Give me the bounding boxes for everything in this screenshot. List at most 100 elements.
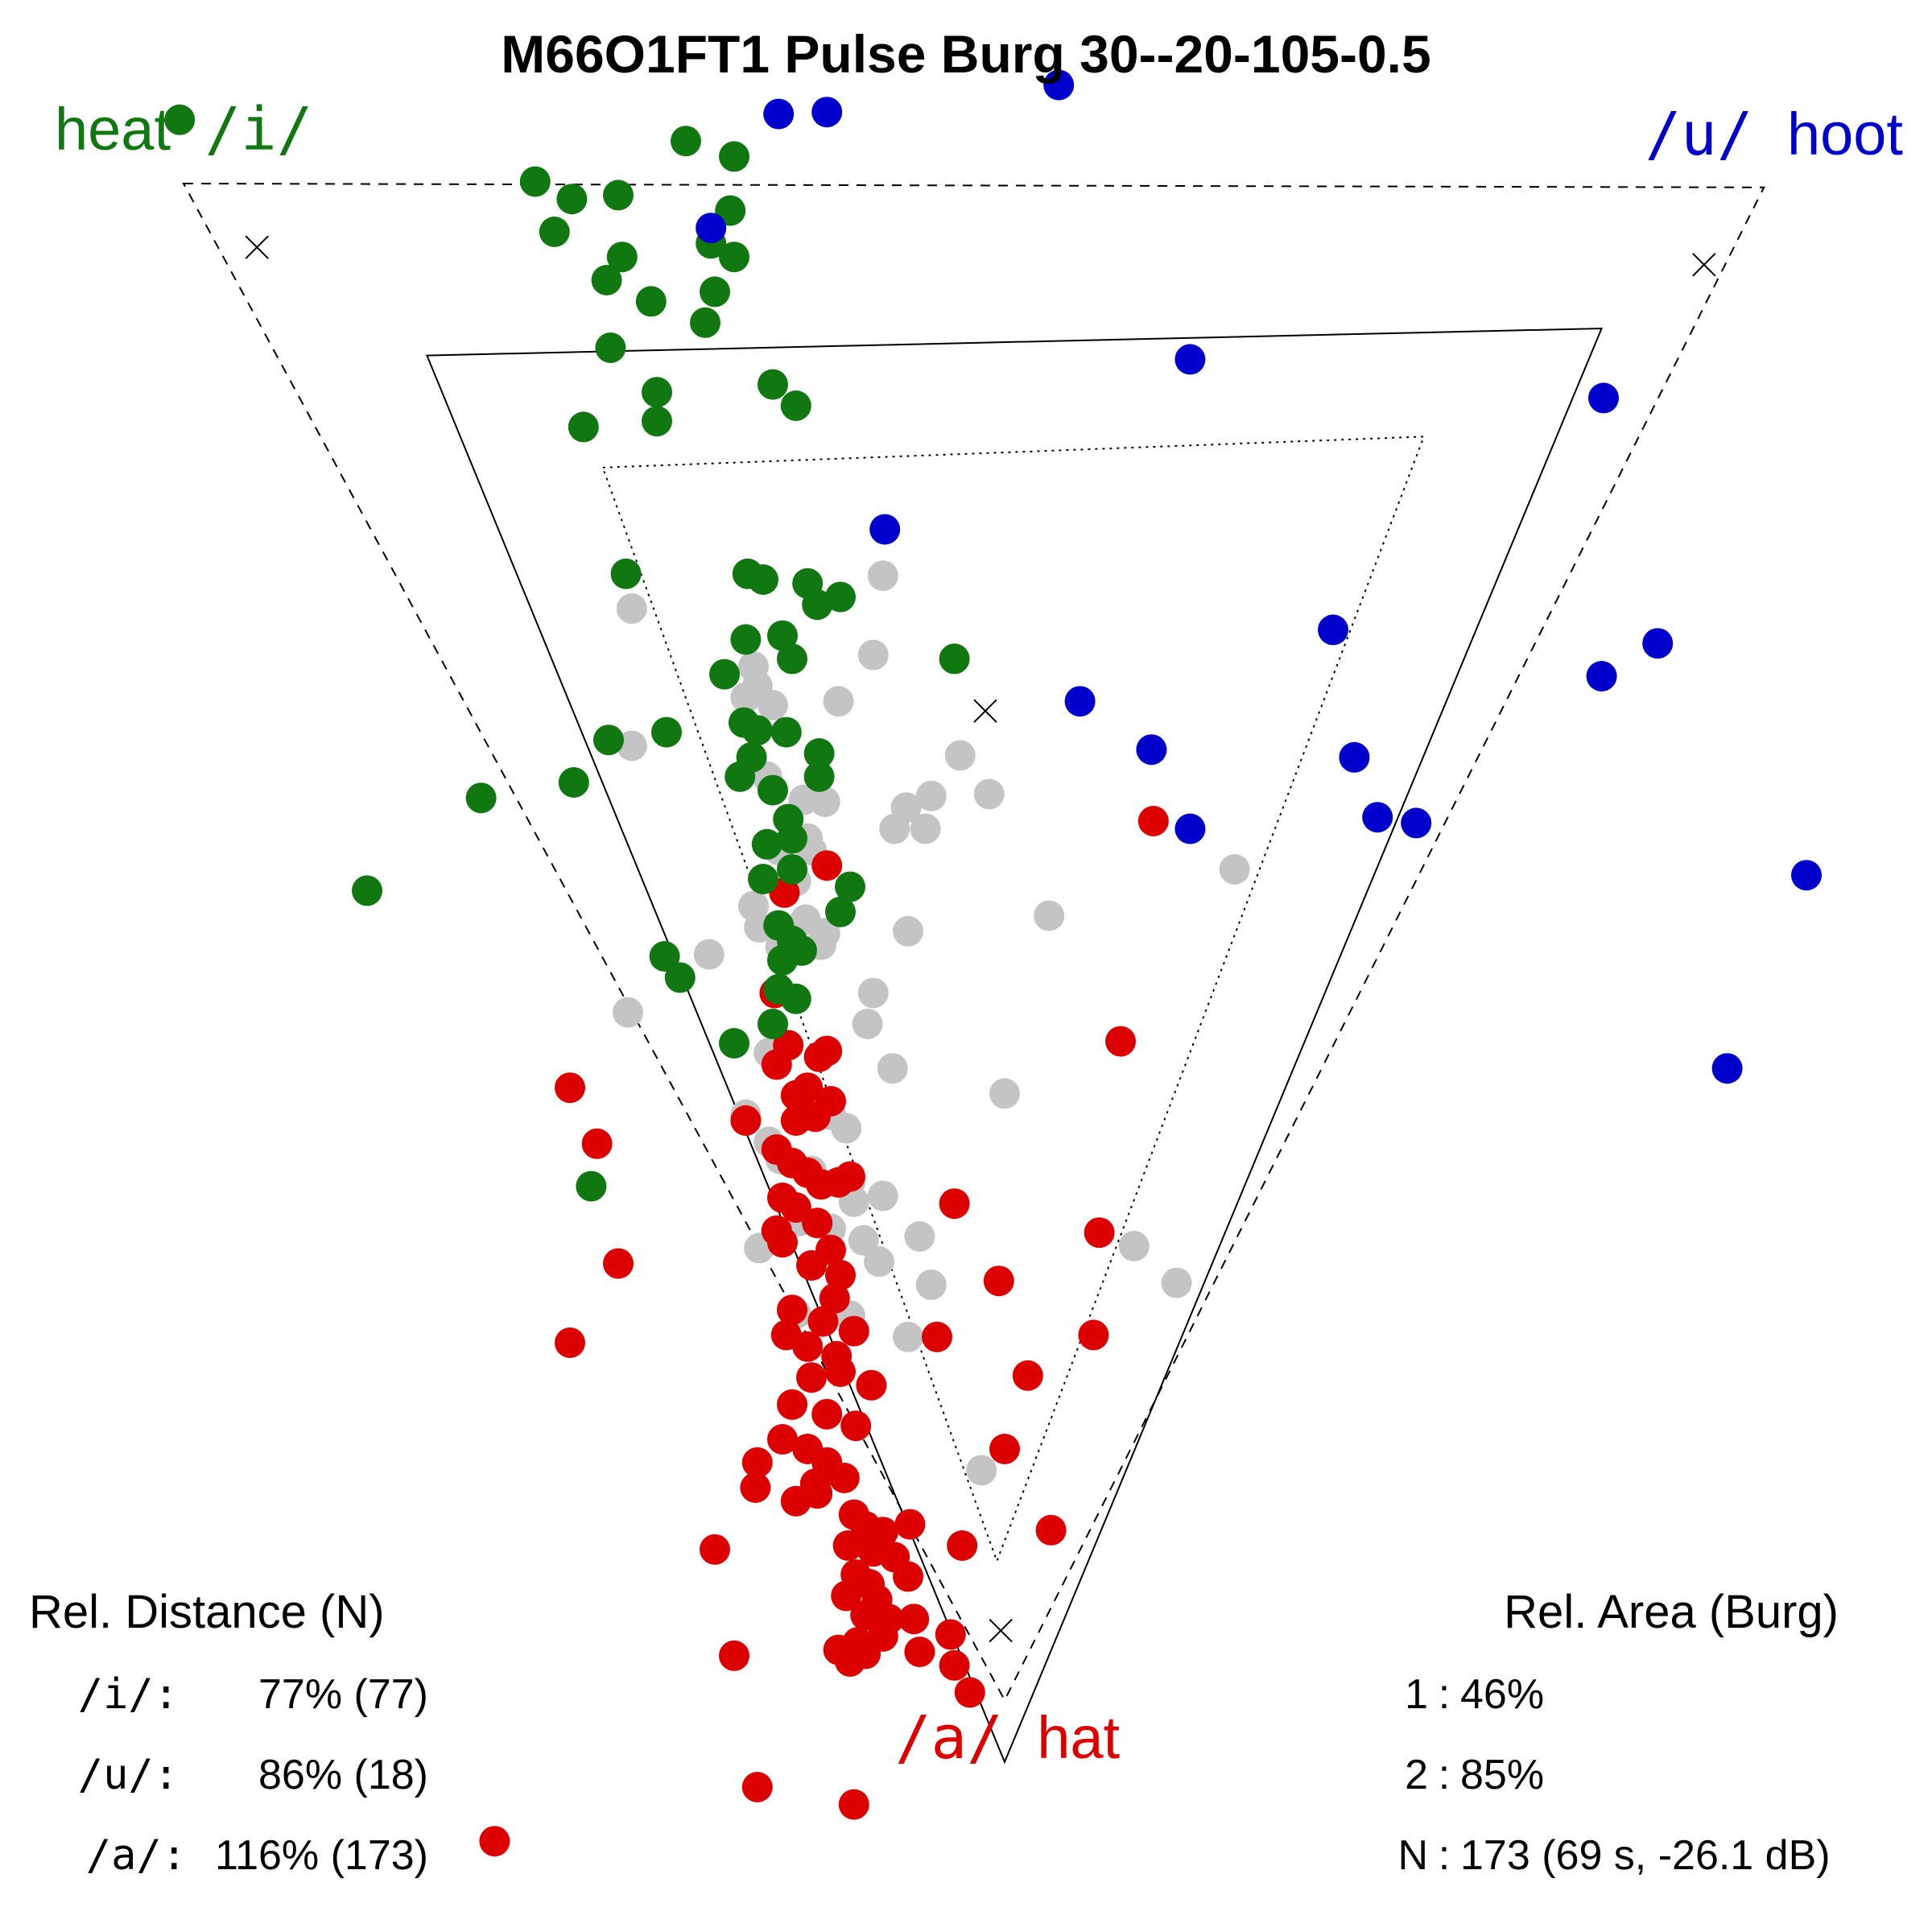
data-point bbox=[838, 1789, 869, 1820]
data-point bbox=[519, 166, 551, 197]
vowel-label-u: /u/ hoot bbox=[1645, 100, 1904, 169]
data-point bbox=[1118, 1231, 1150, 1261]
data-point bbox=[893, 915, 923, 947]
data-point bbox=[1064, 686, 1096, 717]
vowel-triangles bbox=[182, 182, 1765, 1765]
data-point bbox=[1174, 813, 1206, 844]
data-point bbox=[1586, 661, 1617, 691]
data-point bbox=[751, 828, 782, 860]
data-point bbox=[780, 1192, 811, 1223]
data-point bbox=[799, 1101, 831, 1133]
data-point bbox=[758, 690, 788, 720]
data-point bbox=[581, 1128, 613, 1159]
data-point bbox=[1362, 802, 1393, 833]
data-point bbox=[700, 1534, 730, 1565]
data-point bbox=[777, 854, 807, 885]
data-point bbox=[558, 767, 589, 798]
cross-marker-0 bbox=[245, 235, 269, 259]
data-point bbox=[792, 1331, 824, 1362]
vowel-label-i-word: heat bbox=[55, 96, 171, 163]
data-point bbox=[616, 593, 647, 624]
data-point bbox=[635, 286, 667, 317]
data-point bbox=[857, 639, 889, 671]
data-point bbox=[894, 1509, 926, 1540]
data-point bbox=[944, 740, 976, 771]
data-point bbox=[1136, 734, 1167, 766]
series-u-hoot bbox=[696, 69, 1822, 1084]
data-point bbox=[831, 1113, 862, 1144]
data-point bbox=[1105, 1026, 1136, 1057]
data-point bbox=[807, 1306, 839, 1337]
data-point bbox=[761, 1049, 792, 1080]
data-point bbox=[910, 813, 941, 844]
data-point bbox=[825, 1356, 856, 1387]
rel-distance-value-i: 77% (77) bbox=[258, 1671, 428, 1718]
data-point bbox=[864, 1246, 894, 1278]
rel-area-label-2: 2 bbox=[1405, 1752, 1428, 1798]
data-point bbox=[825, 1260, 856, 1290]
data-point bbox=[796, 1362, 827, 1393]
data-point bbox=[848, 1224, 879, 1256]
data-point bbox=[642, 406, 672, 437]
data-point bbox=[780, 1080, 811, 1111]
data-point bbox=[465, 782, 497, 814]
data-point bbox=[1791, 860, 1822, 891]
data-point bbox=[1339, 741, 1370, 773]
data-point bbox=[724, 761, 756, 792]
data-point bbox=[1642, 628, 1674, 659]
data-point bbox=[730, 624, 762, 655]
data-point bbox=[935, 1619, 966, 1650]
data-point bbox=[741, 1772, 773, 1802]
data-point bbox=[1161, 1267, 1192, 1298]
data-point bbox=[767, 1424, 798, 1455]
data-point bbox=[479, 1826, 510, 1857]
data-point bbox=[730, 682, 762, 713]
data-point bbox=[869, 514, 901, 545]
data-point bbox=[671, 126, 701, 157]
data-point bbox=[613, 997, 643, 1028]
rel-distance-label-i: /i/: bbox=[78, 1670, 179, 1719]
data-point bbox=[825, 896, 856, 927]
data-point bbox=[1034, 900, 1065, 931]
data-point bbox=[840, 1410, 872, 1442]
data-point bbox=[748, 864, 778, 894]
rel-area-value-1: 46% bbox=[1460, 1671, 1544, 1718]
data-point bbox=[651, 716, 682, 748]
data-point bbox=[835, 871, 865, 902]
data-point bbox=[939, 643, 970, 675]
data-points bbox=[164, 69, 1822, 1857]
data-point bbox=[939, 1649, 970, 1681]
data-point bbox=[802, 1478, 833, 1509]
data-point bbox=[802, 1208, 833, 1239]
data-point bbox=[803, 738, 835, 769]
data-point bbox=[939, 1188, 970, 1220]
data-point bbox=[719, 242, 749, 273]
data-point bbox=[591, 265, 622, 295]
data-point bbox=[780, 983, 811, 1014]
data-point bbox=[777, 1389, 807, 1420]
data-point bbox=[835, 1646, 865, 1677]
data-point bbox=[811, 97, 843, 128]
rel-area-sep-1: : bbox=[1439, 1671, 1450, 1718]
vowel-label-i-symbol: /i/ bbox=[205, 95, 313, 164]
rel-area-heading: Rel. Area (Burg) bbox=[1504, 1586, 1839, 1638]
data-point bbox=[1588, 382, 1619, 414]
data-point bbox=[748, 564, 778, 595]
target-crosses bbox=[245, 235, 1716, 1643]
rel-area-label-1: 1 bbox=[1405, 1671, 1428, 1718]
triangle-inner bbox=[601, 436, 1426, 1564]
data-point bbox=[1219, 854, 1250, 885]
data-point bbox=[690, 307, 720, 338]
data-point bbox=[922, 1321, 952, 1352]
data-point bbox=[850, 1600, 881, 1631]
data-point bbox=[852, 1009, 883, 1039]
vowel-label-a: /a/ hat bbox=[895, 1703, 1121, 1773]
data-point bbox=[898, 1604, 930, 1635]
data-point bbox=[767, 620, 798, 651]
data-point bbox=[556, 184, 588, 215]
data-point bbox=[700, 276, 730, 308]
data-point bbox=[802, 589, 833, 621]
data-point bbox=[832, 1530, 864, 1561]
data-point bbox=[642, 377, 672, 408]
data-point bbox=[719, 1640, 749, 1671]
